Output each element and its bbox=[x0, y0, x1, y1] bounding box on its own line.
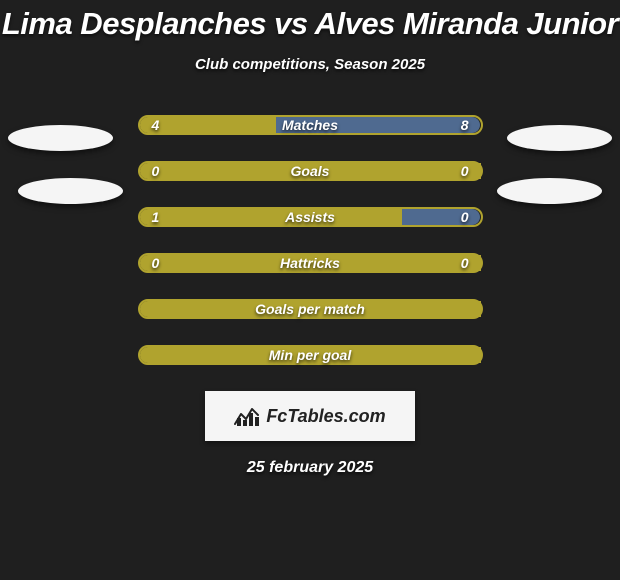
stat-label: Assists bbox=[285, 209, 335, 225]
stat-value-left: 1 bbox=[152, 209, 160, 225]
stat-row: Goals per match bbox=[138, 299, 483, 319]
fctables-logo-text: FcTables.com bbox=[266, 406, 385, 427]
stat-value-left: 0 bbox=[152, 255, 160, 271]
stat-row: Min per goal bbox=[138, 345, 483, 365]
stat-value-right: 0 bbox=[461, 163, 469, 179]
stat-label: Min per goal bbox=[269, 347, 351, 363]
stat-row: Matches 4 8 bbox=[138, 115, 483, 135]
stat-value-left: 0 bbox=[152, 163, 160, 179]
stat-bar-left bbox=[140, 117, 276, 133]
stat-value-right: 0 bbox=[461, 209, 469, 225]
fctables-chart-icon bbox=[234, 405, 260, 427]
date-label: 25 february 2025 bbox=[247, 459, 373, 477]
stat-value-right: 8 bbox=[461, 117, 469, 133]
stat-label: Goals bbox=[291, 163, 330, 179]
stat-label: Hattricks bbox=[280, 255, 340, 271]
stat-label: Goals per match bbox=[255, 301, 365, 317]
stat-row: Hattricks 0 0 bbox=[138, 253, 483, 273]
stat-bar-left bbox=[140, 209, 403, 225]
stat-row: Assists 1 0 bbox=[138, 207, 483, 227]
stat-row: Goals 0 0 bbox=[138, 161, 483, 181]
stat-value-left: 4 bbox=[152, 117, 160, 133]
stats-list: Matches48Goals00Assists10Hattricks00Goal… bbox=[0, 115, 620, 365]
stat-value-right: 0 bbox=[461, 255, 469, 271]
stat-label: Matches bbox=[282, 117, 338, 133]
subtitle: Club competitions, Season 2025 bbox=[195, 56, 425, 73]
page-title: Lima Desplanches vs Alves Miranda Junior bbox=[2, 6, 618, 42]
stat-bar-right bbox=[402, 209, 480, 225]
comparison-card: Lima Desplanches vs Alves Miranda Junior… bbox=[0, 0, 620, 580]
fctables-logo-badge: FcTables.com bbox=[205, 391, 415, 441]
